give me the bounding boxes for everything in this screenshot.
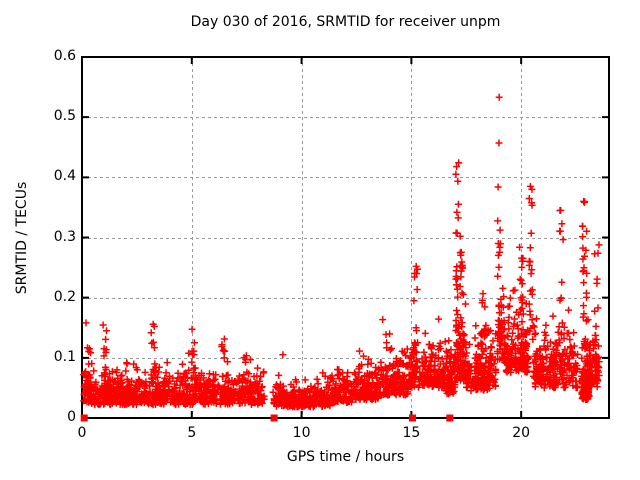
plot-border <box>81 56 610 419</box>
gap-marker-square <box>270 414 278 422</box>
grid-lines <box>82 57 609 418</box>
gap-marker-square <box>409 414 416 422</box>
x-tick-label: 10 <box>292 425 311 441</box>
gap-marker-square <box>80 414 88 422</box>
x-axis-label: GPS time / hours <box>286 449 405 465</box>
y-tick-label: 0.4 <box>53 168 76 185</box>
y-tick-label: 0.5 <box>53 108 76 125</box>
x-tick-label: 5 <box>187 425 197 441</box>
y-tick-label: 0.6 <box>53 48 76 64</box>
x-tick-label: 0 <box>77 425 87 441</box>
grid-line-path <box>82 57 609 418</box>
chart-title: Day 030 of 2016, SRMTID for receiver unp… <box>190 14 501 30</box>
y-tick-label: 0.2 <box>53 288 76 305</box>
baseline-gap-markers <box>80 414 454 422</box>
y-tick-label: 0.1 <box>53 348 76 365</box>
y-tick-label: 0 <box>67 409 76 425</box>
gap-marker-square <box>446 414 454 422</box>
x-tick-label: 20 <box>512 425 531 441</box>
x-tick-label: 15 <box>402 425 421 441</box>
y-tick-label: 0.3 <box>53 228 76 245</box>
data-points-srmtid <box>80 93 603 411</box>
